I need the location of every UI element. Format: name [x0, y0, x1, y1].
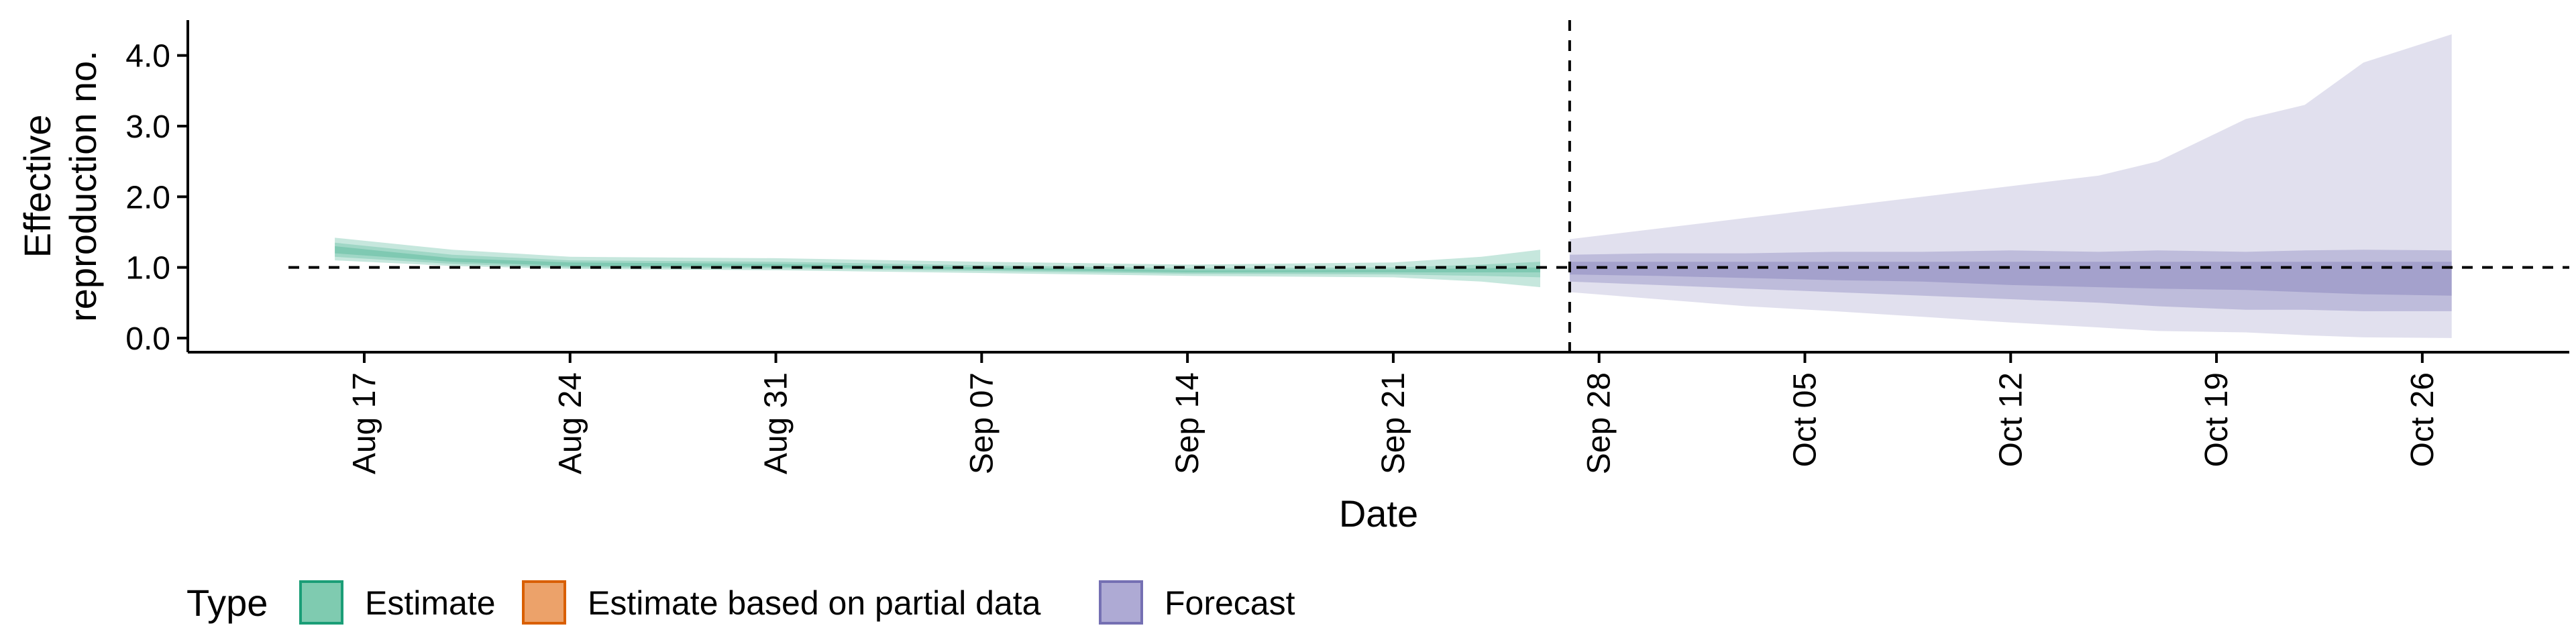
- x-tick-label: Aug 17: [347, 372, 382, 474]
- y-tick-label: 0.0: [125, 321, 170, 357]
- legend-label-estimate: Estimate: [365, 584, 496, 622]
- x-tick-label: Sep 07: [964, 372, 1000, 474]
- y-tick-label: 3.0: [125, 109, 170, 145]
- y-axis-title-line-2: reproduction no.: [62, 50, 104, 322]
- forecast-inner-band: [1569, 262, 2452, 296]
- bands-layer: [335, 34, 2452, 338]
- x-tick-label: Sep 14: [1170, 372, 1205, 474]
- reference-layer: [288, 20, 2569, 352]
- legend-title: Type: [186, 582, 268, 624]
- ticks-layer: 0.0 1.0 2.0 3.0 4.0 Aug 17 Aug 24 Aug 31 Sep 07 S…: [16, 39, 2440, 535]
- axes-layer: [186, 20, 2569, 354]
- estimate-outer-band: [335, 237, 1541, 288]
- legend-label-estimate-based-on-partial-data: Estimate based on partial data: [588, 584, 1041, 622]
- x-axis-title: Date: [1339, 492, 1418, 535]
- y-tick-label: 2.0: [125, 180, 170, 215]
- x-tick-label: Oct 26: [2405, 372, 2440, 467]
- x-tick-label: Aug 31: [759, 372, 794, 474]
- legend-key-estimate: [299, 580, 343, 625]
- y-tick-label: 4.0: [125, 39, 170, 74]
- x-tick-label: Oct 05: [1787, 372, 1823, 467]
- legend-layer: Type Estimate Estimate based on partial da…: [186, 580, 1295, 625]
- x-tick-label: Oct 19: [2199, 372, 2235, 467]
- legend-key-estimate-based-on-partial-data: [522, 580, 566, 625]
- forecast-mid-band: [1569, 250, 2452, 311]
- estimate-inner-band: [335, 246, 1541, 272]
- y-tick-label: 1.0: [125, 251, 170, 286]
- forecast-outer-band: [1569, 34, 2452, 338]
- x-tick-label: Sep 28: [1582, 372, 1617, 474]
- legend-label-forecast: Forecast: [1165, 584, 1295, 622]
- x-tick-label: Aug 24: [553, 372, 588, 474]
- y-axis-title-line-1: Effective: [16, 115, 58, 258]
- x-tick-label: Sep 21: [1376, 372, 1411, 474]
- legend-key-forecast: [1099, 580, 1143, 625]
- x-tick-label: Oct 12: [1993, 372, 2029, 467]
